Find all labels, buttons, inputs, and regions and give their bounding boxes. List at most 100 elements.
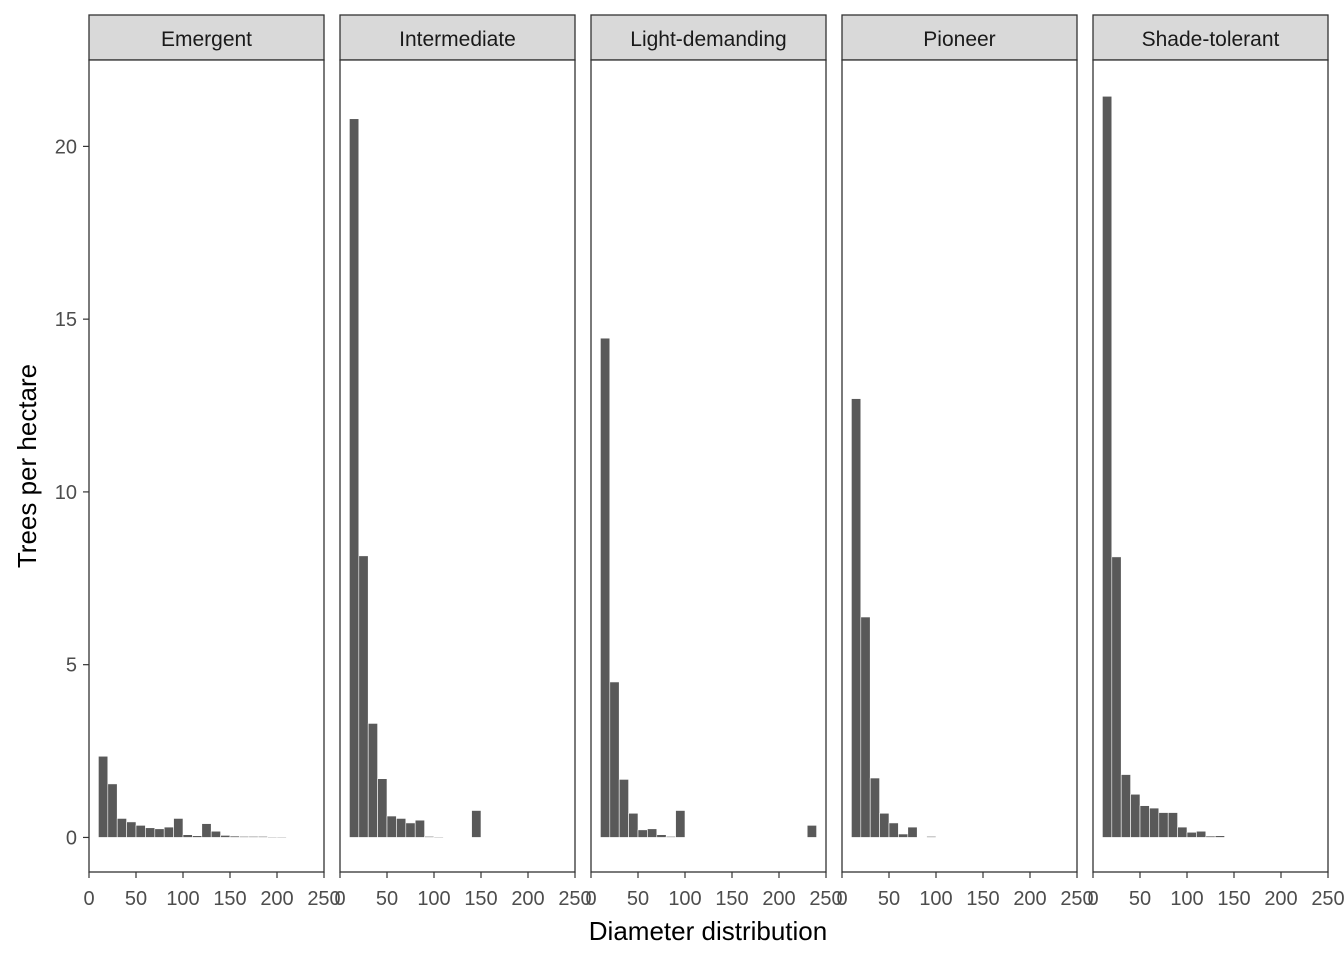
y-tick-label: 20 [55,136,77,158]
histogram-bar [201,823,212,838]
x-tick-label: 200 [1264,888,1297,910]
histogram-bar [192,835,203,838]
histogram-bar [405,822,416,838]
histogram-bar [600,337,611,838]
facet-panel-intermediate: Intermediate 0 50 100 150 200 250 [334,14,592,910]
x-tick-label: 150 [715,888,748,910]
y-tick-label: 15 [55,309,77,331]
histogram-bar [1167,812,1178,838]
facet-strip [590,14,827,61]
facet-panel-pioneer: Pioneer 0 50 100 150 200 250 [836,14,1094,910]
histogram-bar [248,836,259,838]
histogram-bar [433,836,444,838]
x-tick-label: 50 [627,888,649,910]
x-tick-label: 0 [83,888,94,910]
histogram-bar [1177,826,1188,838]
histogram-bar [424,836,435,838]
x-tick-label: 0 [1087,888,1098,910]
histogram-bar [1111,556,1122,838]
histogram-bar [377,778,388,838]
facet-panel-emergent: Emergent 0 50 100 150 200 250 [83,14,341,910]
x-tick-label: 100 [919,888,952,910]
y-tick-label: 10 [55,482,77,504]
x-tick-label: 0 [836,888,847,910]
facet-strip [1092,14,1329,61]
panel-background [89,60,324,872]
x-tick-label: 100 [1170,888,1203,910]
panel-background [340,60,575,872]
histogram-bar [116,818,127,838]
histogram-bar [220,835,231,838]
histogram-bar [1149,807,1160,838]
y-tick-label: 0 [66,827,77,849]
facet-strip [841,14,1078,61]
histogram-bar [98,755,109,838]
facet-panel-light-demanding: Light-demanding 0 50 100 150 200 250 [585,14,843,910]
panel-border [88,59,325,873]
histogram-bar [1205,835,1216,838]
histogram-bar [414,819,425,838]
histogram-bar [229,835,240,838]
panel-border [339,59,576,873]
histogram-bar [879,812,890,838]
histogram-bar [1214,835,1225,838]
x-tick-label: 100 [166,888,199,910]
x-tick-label: 0 [334,888,345,910]
histogram-bar [869,777,880,838]
histogram-bar [257,836,268,838]
histogram-bar [637,829,648,838]
y-axis-title: Trees per hectare [12,364,42,568]
facet-strip-label: Pioneer [923,28,995,51]
histogram-bar [675,810,686,838]
histogram-bar [1186,831,1197,838]
histogram-bar [609,681,620,838]
x-tick-label: 50 [1129,888,1151,910]
histogram-bar [1102,95,1113,838]
histogram-bar [182,834,193,838]
x-axis-title: Diameter distribution [589,916,827,946]
x-tick-label: 100 [668,888,701,910]
x-tick-label: 50 [376,888,398,910]
histogram-bar [628,812,639,838]
x-tick-label: 200 [762,888,795,910]
x-tick-label: 250 [809,888,842,910]
panel-background [1093,60,1328,872]
panel-border [841,59,1078,873]
histogram-bar [145,827,156,838]
histogram-bar [163,826,174,838]
x-tick-label: 250 [1311,888,1344,910]
histogram-bar [1130,793,1141,838]
histogram-bar [1139,805,1150,838]
x-tick-label: 200 [511,888,544,910]
x-tick-label: 250 [558,888,591,910]
panel-background [591,60,826,872]
histogram-bar [647,828,658,838]
facet-strip-label: Intermediate [399,28,516,51]
x-tick-label: 250 [307,888,340,910]
histogram-bar [396,818,407,838]
panel-border [590,59,827,873]
x-tick-label: 200 [260,888,293,910]
facet-strip-label: Emergent [161,28,252,51]
histogram-bar [898,833,909,838]
panel-border [1092,59,1329,873]
histogram-bar [618,779,629,838]
histogram-bar [665,836,676,838]
histogram-bar [173,818,184,838]
histogram-bar [860,616,871,838]
facet-strip-label: Light-demanding [630,28,786,51]
histogram-bar [1120,774,1131,838]
x-tick-label: 50 [125,888,147,910]
x-tick-label: 150 [1217,888,1250,910]
histogram-bar [1158,812,1169,838]
x-tick-label: 0 [585,888,596,910]
histogram-bar [806,825,817,838]
facet-strip-label: Shade-tolerant [1142,28,1280,51]
histogram-bar [358,555,369,838]
histogram-bar [888,822,899,838]
histogram-bar [926,836,937,838]
x-tick-label: 50 [878,888,900,910]
histogram-bar [126,821,137,838]
facet-panels: Emergent 0 50 100 150 200 250 Intermediate 0 50 10… [83,14,1344,910]
